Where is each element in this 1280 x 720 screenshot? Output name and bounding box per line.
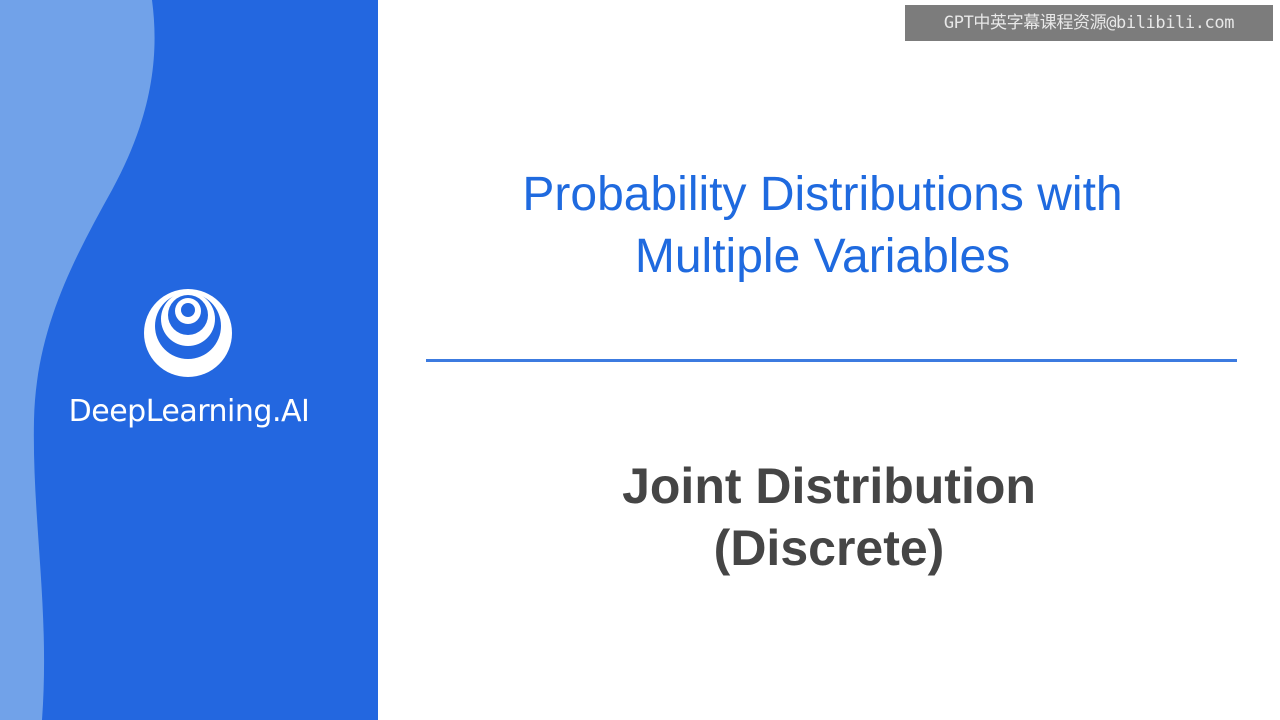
course-title-line-2: Multiple Variables	[634, 230, 1011, 283]
course-title-line-1: Probability Distributions with	[522, 168, 1123, 221]
brand-panel-background	[0, 0, 378, 720]
title-divider	[426, 359, 1237, 362]
watermark: GPT中英字幕课程资源@bilibili.com	[905, 5, 1273, 41]
lesson-title-line-2: (Discrete)	[713, 520, 945, 576]
concentric-circles-logo-icon	[144, 289, 232, 377]
course-title: Probability Distributions with Multiple …	[420, 164, 1225, 288]
lesson-title-line-1: Joint Distribution	[622, 458, 1036, 514]
brand-name: DeepLearning.AI	[68, 394, 310, 429]
brand-panel: DeepLearning.AI	[0, 0, 378, 720]
lesson-title: Joint Distribution (Discrete)	[420, 455, 1238, 579]
